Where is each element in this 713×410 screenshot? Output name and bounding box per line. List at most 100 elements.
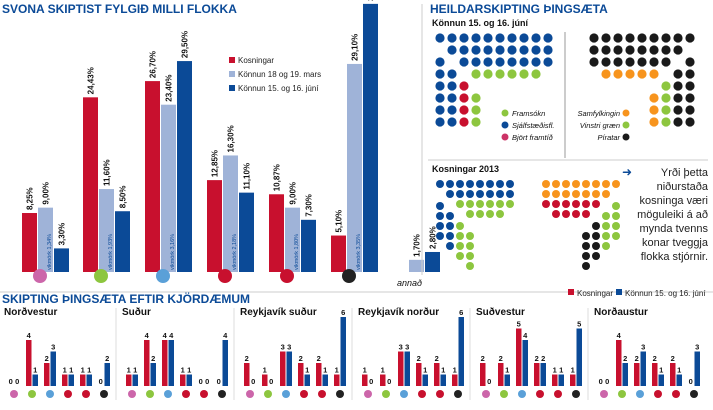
- seat-2013-left-top-0-1: [446, 180, 454, 188]
- seat-current-left-top-2-2: [483, 57, 493, 67]
- seat-current-right-col-3-2: [649, 117, 659, 127]
- region-bar-label-5-5-1: 3: [695, 343, 699, 352]
- seat-2013-right-top-1-6: [542, 190, 550, 198]
- region-party-icon-3-3: [418, 390, 426, 398]
- seat-2013-left-top-3-0: [466, 210, 474, 218]
- seat-current-left-top-0-8: [531, 33, 541, 43]
- region-party-icon-2-1: [264, 390, 272, 398]
- seat-2013-left-top-1-3: [476, 190, 484, 198]
- seat-current-left-top-2-3: [495, 57, 505, 67]
- region-bar-label-3-0-0: 1: [363, 366, 367, 375]
- region-bar-label-4-4-0: 1: [553, 366, 557, 375]
- bar-1-6: [409, 259, 424, 272]
- region-bar-2-4-1: [322, 374, 328, 386]
- seat-2013-left-top-3-2: [486, 210, 494, 218]
- seat-2013-left-col-1-0: [446, 212, 454, 220]
- region-bar-0-2-1: [50, 351, 56, 386]
- region-bar-1-3-1: [186, 374, 192, 386]
- seat-current-right-top-0-5: [625, 33, 635, 43]
- seat-2013-right-col-3-2: [582, 252, 590, 260]
- seat-current-left-top-2-1: [471, 57, 481, 67]
- seat-2013-left-top-3-1: [476, 210, 484, 218]
- region-bar-label-2-0-1: 0: [251, 377, 255, 386]
- region-bar-5-4-0: [670, 363, 676, 386]
- region-bar-label-3-5-1: 6: [459, 308, 463, 317]
- region-party-icon-0-5: [100, 390, 108, 398]
- region-bar-label-3-1-1: 0: [387, 377, 391, 386]
- bar-2-3: [239, 192, 254, 272]
- region-bar-label-4-2-1: 4: [523, 331, 528, 340]
- party-icon-3: [218, 269, 232, 283]
- region-bar-label-0-0-1: 0: [15, 377, 19, 386]
- region-bar-4-2-1: [522, 340, 528, 386]
- seat-legend-right-label-1: Vinstri græn: [580, 121, 620, 130]
- legend-label-2: Könnun 15. og 16. júní: [238, 84, 319, 93]
- seats-subtitle-election: Kosningar 2013: [432, 164, 499, 174]
- region-party-icon-4-3: [536, 390, 544, 398]
- seat-current-left-top-3-5: [531, 69, 541, 79]
- region-party-icon-2-0: [246, 390, 254, 398]
- region-party-icon-4-1: [500, 390, 508, 398]
- party-icon-0: [33, 269, 47, 283]
- seat-current-left-col-2-1: [459, 93, 469, 103]
- seat-current-left-col-2-2: [459, 105, 469, 115]
- bar-0-2: [145, 81, 160, 272]
- seat-current-right-top-1-0: [673, 45, 683, 55]
- region-bar-label-1-2-0: 4: [163, 331, 168, 340]
- seat-2013-right-top-2-4: [552, 200, 560, 208]
- region-bar-label-1-4-1: 0: [205, 377, 209, 386]
- bar-1-0: [38, 207, 53, 272]
- region-name-3: Reykjavík norður: [358, 306, 439, 318]
- region-party-icon-5-4: [672, 390, 680, 398]
- region-bar-label-4-4-1: 1: [559, 366, 563, 375]
- region-bar-label-5-2-1: 3: [641, 343, 645, 352]
- region-name-2: Reykjavík suður: [240, 306, 317, 318]
- seat-current-right-top-0-3: [649, 33, 659, 43]
- seat-current-left-col-1-0: [447, 69, 457, 79]
- seat-2013-right-top-0-0: [612, 180, 620, 188]
- region-bar-2-5-1: [340, 317, 346, 386]
- region-party-icon-0-4: [82, 390, 90, 398]
- seat-2013-right-col-1-1: [602, 222, 610, 230]
- seat-current-left-top-2-4: [507, 57, 517, 67]
- region-bar-label-2-5-0: 1: [335, 366, 339, 375]
- seat-current-left-col-1-1: [447, 81, 457, 91]
- seat-current-right-col-2-1: [661, 93, 671, 103]
- seat-current-right-top-1-4: [625, 45, 635, 55]
- region-party-icon-1-4: [200, 390, 208, 398]
- margin-label-2: vikmörk 3,16%: [170, 234, 176, 270]
- region-bar-3-3-0: [416, 363, 422, 386]
- region-party-icon-4-4: [554, 390, 562, 398]
- bar-label-1-6: 1,70%: [413, 234, 422, 257]
- region-bar-0-5-1: [104, 363, 110, 386]
- region-bar-label-3-2-1: 3: [405, 343, 409, 352]
- seat-current-right-top-2-6: [589, 57, 599, 67]
- seat-2013-left-col-0-3: [436, 232, 444, 240]
- region-bar-3-2-0: [398, 351, 404, 386]
- region-bar-label-5-0-0: 0: [599, 377, 603, 386]
- seat-current-right-top-1-1: [661, 45, 671, 55]
- seat-current-right-top-0-6: [613, 33, 623, 43]
- bar-label-0-4: 10,87%: [273, 164, 282, 191]
- regions-legend-swatch-0: [568, 289, 574, 295]
- seat-current-right-col-0-3: [685, 93, 695, 103]
- seat-2013-left-top-0-3: [466, 180, 474, 188]
- seat-2013-right-top-2-2: [572, 200, 580, 208]
- regions-legend-swatch-1: [616, 289, 622, 295]
- region-bar-0-3-1: [68, 374, 74, 386]
- seat-current-right-top-2-0: [661, 57, 671, 67]
- seat-2013-right-top-0-2: [592, 180, 600, 188]
- region-bar-4-5-0: [570, 374, 576, 386]
- seat-current-right-col-2-0: [661, 81, 671, 91]
- seat-2013-right-top-2-3: [562, 200, 570, 208]
- seat-current-right-col-0-2: [685, 81, 695, 91]
- seat-2013-left-top-1-1: [456, 190, 464, 198]
- region-bar-4-4-0: [552, 374, 558, 386]
- seat-2013-left-top-2-1: [466, 200, 474, 208]
- region-bar-label-0-1-0: 4: [27, 331, 32, 340]
- seat-2013-left-top-0-0: [436, 180, 444, 188]
- region-bar-4-0-0: [480, 363, 486, 386]
- seat-current-left-col-0-5: [435, 117, 445, 127]
- seat-current-right-col-2-3: [661, 117, 671, 127]
